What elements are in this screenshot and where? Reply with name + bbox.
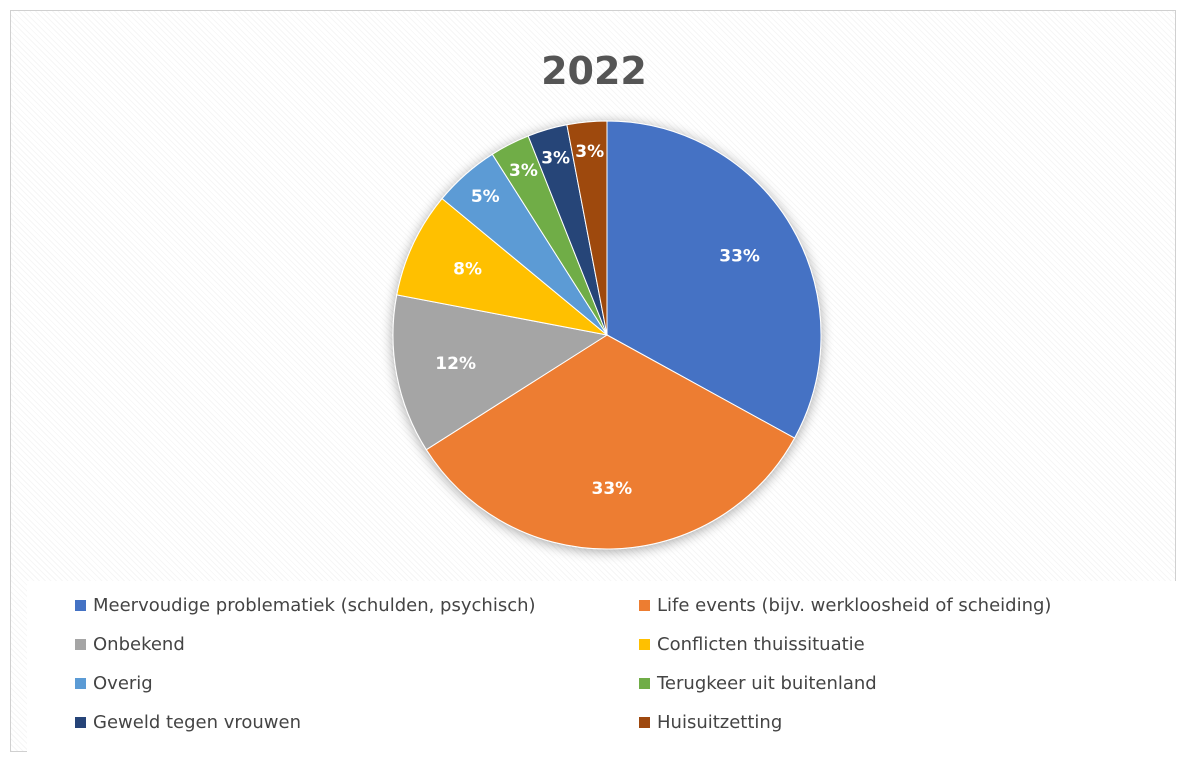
legend-item-huisuitzetting: Huisuitzetting [639,712,782,733]
legend-label: Onbekend [93,634,185,655]
legend-item-conflicten: Conflicten thuissituatie [639,634,865,655]
legend-label: Conflicten thuissituatie [657,634,865,655]
legend-swatch [639,639,650,650]
legend-swatch [639,678,650,689]
legend-swatch [75,639,86,650]
pie-slice-meervoudige-problematiek-schulden-psychisch [606,120,822,439]
legend-item-geweld: Geweld tegen vrouwen [75,712,301,733]
pie-slice-conflicten-thuissituatie [396,197,608,336]
data-label-huisuitzetting: 3% [575,142,604,162]
chart-area: 2022 33% 33% 12% 8% 5% 3% 3% 3% Meervoudige pro… [10,10,1177,753]
legend-label: Terugkeer uit buitenland [657,673,877,694]
legend-swatch [639,717,650,728]
data-label-overig: 5% [471,187,500,207]
data-label-geweld-tegen-vrouwen: 3% [541,148,570,168]
legend-swatch [75,600,86,611]
legend-item-onbekend: Onbekend [75,634,185,655]
pie-slice-life-events-bijv-werkloosheid-of-scheiding [425,334,796,550]
legend-label: Life events (bijv. werkloosheid of schei… [657,595,1052,616]
chart-title: 2022 [541,49,647,93]
legend-label: Geweld tegen vrouwen [93,712,302,733]
pie-slice-onbekend [392,294,609,451]
legend-label: Huisuitzetting [657,712,783,733]
data-label-meervoudige-problematiek-schulden-psychisch: 33% [719,247,760,267]
legend-item-terugkeer: Terugkeer uit buitenland [639,673,877,694]
legend-label: Meervoudige problematiek (schulden, psyc… [93,595,536,616]
legend-item-meervoudige: Meervoudige problematiek (schulden, psyc… [75,595,536,616]
pie-slice-huisuitzetting [566,120,608,336]
data-label-conflicten-thuissituatie: 8% [453,259,482,279]
legend-label: Overig [93,673,153,694]
data-label-terugkeer-uit-buitenland: 3% [509,161,538,181]
legend: Meervoudige problematiek (schulden, psyc… [27,581,1177,753]
pie-chart: 33%33%12%8%5%3%3% 3% [392,120,822,550]
data-label-onbekend: 12% [435,354,476,374]
legend-swatch [75,717,86,728]
legend-swatch [639,600,650,611]
legend-item-overig: Overig [75,673,153,694]
data-label-life-events-bijv-werkloosheid-of-scheiding: 33% [591,479,632,499]
legend-item-life-events: Life events (bijv. werkloosheid of schei… [639,595,1051,616]
legend-swatch [75,678,86,689]
